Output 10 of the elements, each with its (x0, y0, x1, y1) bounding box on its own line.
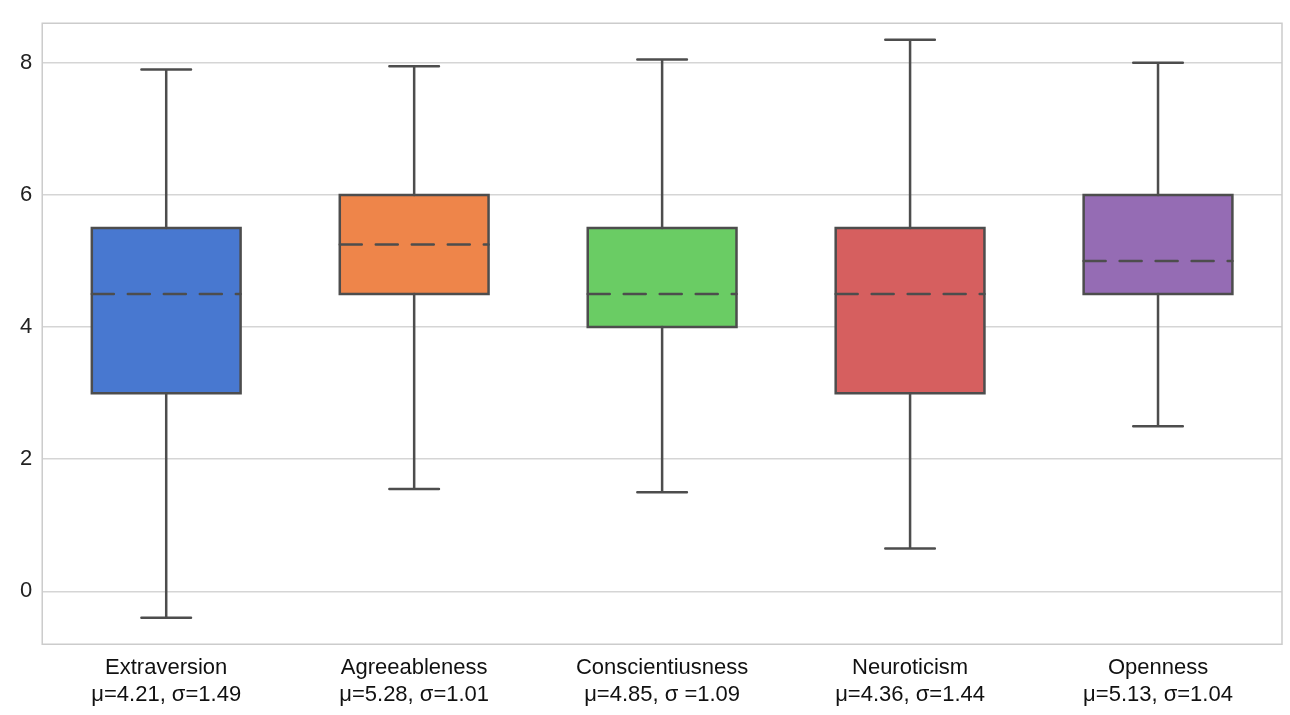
x-tick-label: Openness μ=5.13, σ=1.04 (1083, 654, 1233, 706)
y-tick-label: 2 (19, 445, 33, 471)
y-tick-label: 8 (19, 48, 33, 74)
y-tick-label: 0 (19, 577, 33, 603)
x-tick-label: Conscientiusness μ=4.85, σ =1.09 (575, 654, 749, 706)
y-tick-label: 4 (19, 313, 33, 339)
x-tick-label: Extraversion μ=4.21, σ=1.49 (91, 654, 242, 706)
x-tick-label: Neuroticism μ=4.36, σ=1.44 (835, 654, 985, 706)
x-tick-label: Agreeableness μ=5.28, σ=1.01 (339, 654, 490, 706)
y-tick-label: 6 (19, 181, 33, 207)
